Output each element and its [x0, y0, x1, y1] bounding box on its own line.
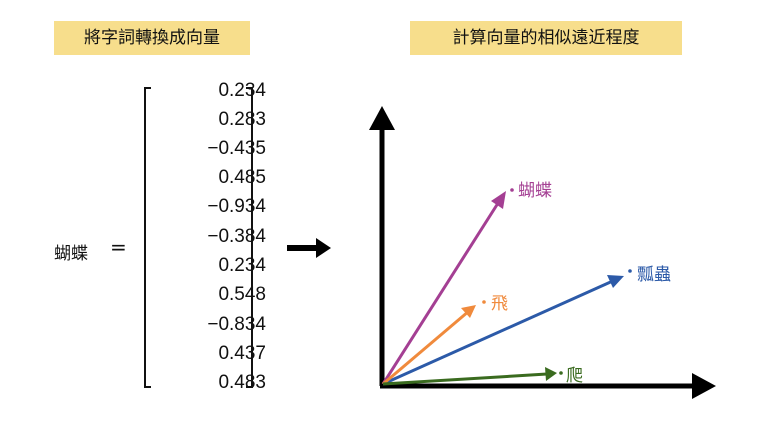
equals-sign: = [110, 235, 127, 259]
vector-butterfly [381, 191, 506, 385]
vector-label-butterfly: 蝴蝶 [518, 181, 552, 201]
vector-value: −0.834 [207, 314, 266, 335]
vector-value: 0.437 [218, 343, 266, 364]
word-label: 蝴蝶 [54, 244, 88, 264]
vector-label-ladybug: 瓢蟲 [637, 265, 671, 285]
left-bracket [144, 87, 151, 388]
vector-value: −0.934 [207, 196, 266, 217]
vector-label-crawl: 爬 [566, 366, 583, 386]
right-bracket [246, 87, 253, 388]
vector-ladybug [382, 275, 624, 386]
vector-value: 0.485 [218, 167, 266, 188]
vector-label-fly: 飛 [491, 294, 508, 314]
dot-crawl [559, 371, 563, 375]
vector-value: −0.384 [207, 226, 266, 247]
vector-value: −0.435 [207, 138, 266, 159]
vector-value: 0.283 [218, 109, 266, 130]
vector-value: 0.234 [218, 255, 266, 276]
vector-value: 0.234 [218, 80, 266, 101]
vector-crawl [382, 367, 557, 386]
y-axis [369, 106, 395, 386]
right-title: 計算向量的相似遠近程度 [410, 21, 682, 55]
transform-arrow-icon [287, 238, 331, 258]
dot-fly [482, 300, 486, 304]
vector-value: 0.548 [218, 284, 266, 305]
dot-butterfly [510, 188, 514, 192]
vector-fly [382, 305, 476, 386]
x-axis [380, 373, 716, 399]
left-title: 將字詞轉換成向量 [54, 21, 250, 55]
vector-value: 0.483 [218, 372, 266, 393]
dot-ladybug [628, 269, 632, 273]
